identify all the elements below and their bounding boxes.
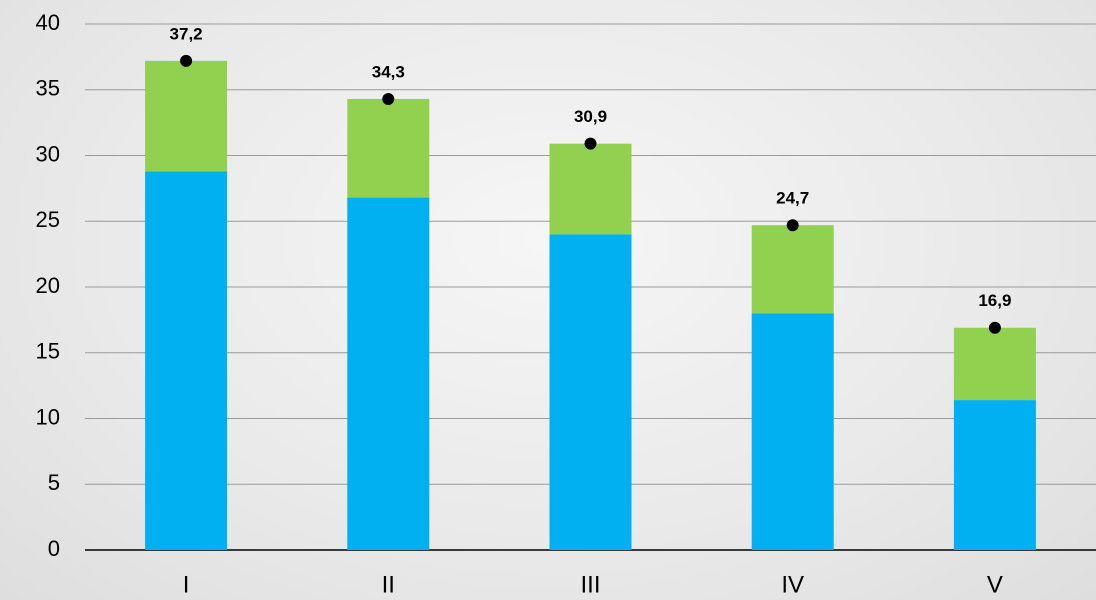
total-marker [786,219,799,232]
bar-segment [549,143,632,235]
data-label: 24,7 [776,189,809,208]
data-label: 34,3 [372,62,405,81]
bar-segment [953,400,1036,550]
bar-segment [953,327,1036,401]
y-tick-label: 25 [36,207,60,232]
total-marker [584,137,597,150]
x-tick-label: IV [781,571,804,598]
y-tick-label: 10 [36,404,60,429]
x-tick-label: I [183,571,190,598]
y-tick-label: 40 [36,10,60,35]
y-tick-label: 0 [48,536,60,561]
x-tick-label: II [382,571,395,598]
bar-segment [751,225,834,314]
bar-segment [549,234,632,550]
bar-segment [145,171,228,550]
bar-segment [347,197,430,550]
y-tick-label: 20 [36,273,60,298]
x-tick-label: V [987,571,1003,598]
y-tick-label: 35 [36,76,60,101]
y-tick-label: 15 [36,339,60,364]
total-marker [988,321,1001,334]
bar-segment [347,98,430,198]
y-tick-label: 30 [36,141,60,166]
y-tick-label: 5 [48,470,60,495]
total-marker [180,54,193,67]
data-label: 30,9 [574,107,607,126]
x-tick-label: III [580,571,600,598]
bar-segment [751,313,834,550]
total-marker [382,92,395,105]
data-label: 16,9 [978,291,1011,310]
bar-segment [145,60,228,172]
data-label: 37,2 [170,24,203,43]
